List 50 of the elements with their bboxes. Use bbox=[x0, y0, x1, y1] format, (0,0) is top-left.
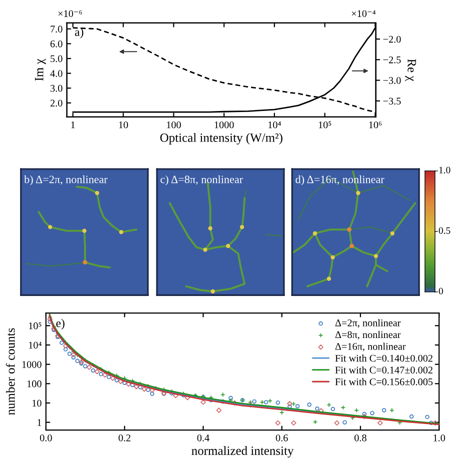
text: d) Δ=16π, nonlinear bbox=[296, 175, 384, 186]
y-tick-label: 100 bbox=[27, 380, 42, 388]
text: ×10⁻⁶ bbox=[58, 10, 82, 18]
legend-label: Δ=2π, nonlinear bbox=[335, 319, 401, 328]
chart-title: e) bbox=[56, 318, 64, 330]
x-tick-label: 0.6 bbox=[276, 434, 288, 442]
legend-label: Δ=16π, nonlinear bbox=[335, 342, 406, 352]
text: 1.0 bbox=[439, 166, 450, 174]
y-tick-label: 2.0 bbox=[50, 100, 62, 107]
y-tick-label: 1000 bbox=[22, 361, 42, 368]
text: 0 bbox=[438, 288, 443, 294]
y-tick-label: 4.0 bbox=[50, 70, 62, 77]
text: ×10⁻⁴ bbox=[352, 10, 376, 18]
y-tick-label: 6.0 bbox=[50, 40, 62, 48]
y-tick-label: 7.0 bbox=[50, 26, 62, 33]
y-axis-title: number of counts bbox=[6, 328, 15, 415]
legend-label: Fit with C=0.140±0.002 bbox=[335, 354, 432, 362]
y-tick-label: 5.0 bbox=[50, 55, 62, 62]
y2-tick-label: −3.0 bbox=[383, 77, 401, 84]
y-tick-label: 10 bbox=[32, 400, 42, 407]
y2-axis-title: Re χ bbox=[405, 59, 416, 82]
x-tick-label: 0.8 bbox=[354, 434, 366, 442]
x-tick-label: 1 bbox=[71, 121, 75, 128]
y2-tick-label: −3.5 bbox=[383, 98, 401, 105]
y-tick-label: 1 bbox=[38, 419, 42, 426]
y2-tick-label: −2.5 bbox=[383, 56, 401, 64]
x-axis-title: Optical intensity (W/m²) bbox=[160, 133, 282, 144]
x-tick-label: 0.0 bbox=[40, 434, 52, 442]
x-tick-label: 10⁵ bbox=[318, 121, 332, 128]
y-tick-label: 10⁴ bbox=[29, 342, 42, 349]
x-tick-label: 10 bbox=[119, 121, 128, 128]
text: b) Δ=2π, nonlinear bbox=[24, 175, 108, 186]
x-tick-label: 1.0 bbox=[434, 434, 446, 442]
chart-title: a) bbox=[75, 28, 84, 38]
y-tick-label: 10⁵ bbox=[29, 322, 42, 330]
x-tick-label: 100 bbox=[166, 121, 181, 128]
x-axis-title: normalized intensity bbox=[192, 446, 294, 458]
y2-tick-label: −2.0 bbox=[383, 36, 401, 43]
x-tick-label: 10⁴ bbox=[268, 121, 281, 128]
y-axis-title: Im χ bbox=[35, 58, 46, 81]
legend-label: Δ=8π, nonlinear bbox=[335, 330, 401, 340]
legend-label: Fit with C=0.156±0.005 bbox=[335, 378, 433, 386]
x-tick-label: 1000 bbox=[214, 121, 234, 128]
text: 0.5 bbox=[438, 227, 450, 234]
x-tick-label: 0.4 bbox=[197, 434, 210, 442]
x-tick-label: 0.2 bbox=[118, 434, 130, 442]
legend-label: Fit with C=0.147±0.002 bbox=[335, 366, 432, 374]
x-tick-label: 10⁶ bbox=[369, 121, 382, 128]
y-tick-label: 3.0 bbox=[50, 84, 62, 92]
text: c) Δ=8π, nonlinear bbox=[160, 175, 243, 186]
